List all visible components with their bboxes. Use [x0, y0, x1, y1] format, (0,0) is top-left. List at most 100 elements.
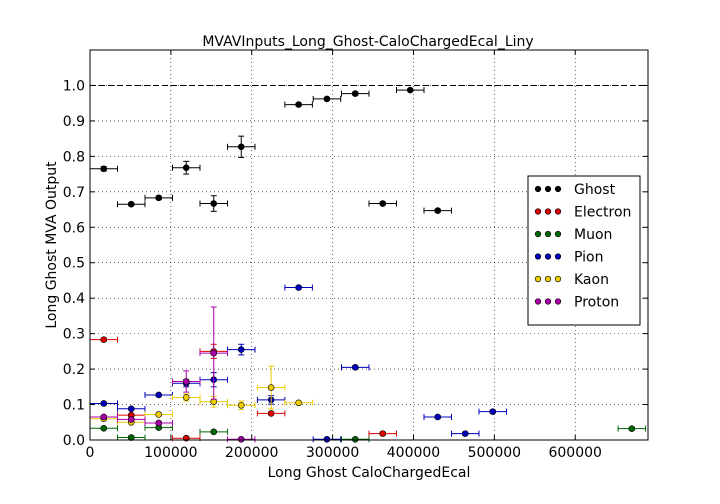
- data-point: [434, 207, 442, 214]
- data-point: [295, 284, 302, 291]
- data-points: [89, 86, 647, 443]
- data-point: [323, 95, 331, 103]
- data-point: [237, 435, 245, 443]
- data-point: [351, 90, 359, 97]
- series-pion: [89, 284, 507, 443]
- data-point: [100, 336, 108, 343]
- y-tick-label: 0.8: [63, 149, 85, 165]
- legend-marker: [534, 298, 542, 305]
- data-point: [379, 430, 387, 437]
- y-tick-label: 1.0: [63, 78, 85, 94]
- legend-marker: [554, 230, 562, 238]
- axis-ticks: 0 100000 200000 300000 400000 500000 600000 0.0…: [63, 50, 648, 461]
- y-tick-label: 0.7: [63, 185, 85, 201]
- series-ghost: [89, 86, 452, 214]
- y-tick-label: 0.6: [63, 220, 85, 236]
- x-tick-label: 300000: [306, 445, 359, 461]
- data-point: [267, 384, 275, 391]
- legend-item-muon: Muon: [534, 227, 612, 243]
- legend-marker: [534, 208, 542, 215]
- series-electron: [89, 336, 397, 442]
- data-point: [210, 200, 218, 207]
- data-point: [267, 410, 275, 417]
- data-point: [210, 349, 218, 357]
- y-tick-label: 0.4: [63, 291, 85, 307]
- data-point: [100, 413, 108, 421]
- legend-marker: [544, 208, 552, 215]
- legend-item-kaon: Kaon: [534, 272, 609, 288]
- legend-item-proton: Proton: [534, 295, 619, 311]
- series-kaon: [89, 365, 313, 426]
- data-point: [406, 86, 414, 94]
- legend-marker: [544, 298, 552, 305]
- legend-marker: [554, 185, 562, 193]
- x-tick-label: 200000: [225, 445, 278, 461]
- legend-marker: [544, 230, 552, 238]
- legend-label: Pion: [574, 250, 603, 266]
- chart-title: MVAVInputs_Long_Ghost-CaloChargedEcal_Li…: [202, 34, 533, 50]
- legend-marker: [554, 208, 562, 215]
- data-point: [127, 434, 135, 441]
- data-point: [489, 408, 497, 415]
- x-tick-label: 500000: [468, 445, 521, 461]
- data-point: [237, 143, 245, 151]
- data-point: [628, 425, 636, 432]
- series-muon: [89, 424, 647, 443]
- legend-marker: [534, 185, 542, 193]
- legend-label: Muon: [574, 227, 612, 243]
- legend-label: Proton: [574, 295, 619, 311]
- legend-item-ghost: Ghost: [534, 182, 616, 198]
- y-tick-label: 0.5: [63, 256, 85, 272]
- data-point: [295, 101, 302, 108]
- x-axis-label: Long Ghost CaloChargedEcal: [268, 465, 471, 481]
- data-point: [434, 413, 442, 421]
- data-point: [155, 194, 163, 202]
- y-tick-label: 0.1: [63, 398, 85, 414]
- y-tick-label: 0.0: [63, 433, 85, 449]
- data-point: [182, 378, 190, 385]
- data-point: [155, 391, 163, 399]
- data-point: [127, 416, 135, 423]
- data-point: [182, 394, 190, 401]
- legend-label: Electron: [574, 205, 631, 221]
- y-tick-label: 0.3: [63, 327, 85, 343]
- data-point: [100, 424, 108, 432]
- legend-marker: [544, 275, 552, 283]
- data-point: [237, 346, 245, 353]
- data-point: [127, 200, 135, 208]
- data-point: [182, 164, 190, 172]
- plot-frame: [89, 49, 649, 441]
- legend-label: Kaon: [574, 272, 609, 288]
- data-point: [100, 400, 108, 407]
- data-point: [351, 435, 359, 443]
- y-tick-label: 0.9: [63, 114, 85, 130]
- legend-marker: [554, 253, 562, 260]
- legend-label: Ghost: [574, 182, 616, 198]
- legend-marker: [534, 253, 542, 260]
- legend-marker: [554, 275, 562, 283]
- data-point: [237, 401, 245, 409]
- data-point: [127, 405, 135, 413]
- x-tick-label: 100000: [144, 445, 197, 461]
- y-tick-label: 0.2: [63, 362, 85, 378]
- data-point: [461, 430, 469, 437]
- data-point: [155, 419, 163, 427]
- data-point: [100, 165, 108, 173]
- legend-marker: [534, 275, 542, 283]
- legend-marker: [544, 185, 552, 193]
- legend: Ghost Electron Muon Pion Kaon Proton: [527, 175, 641, 326]
- data-point: [210, 428, 218, 436]
- legend-marker: [544, 253, 552, 260]
- data-point: [351, 364, 359, 371]
- legend-item-electron: Electron: [534, 205, 631, 221]
- data-point: [379, 200, 387, 207]
- x-tick-label: 400000: [387, 445, 440, 461]
- legend-marker: [554, 298, 562, 305]
- series-proton: [89, 306, 256, 443]
- data-point: [323, 435, 331, 443]
- data-point: [155, 411, 163, 418]
- x-tick-label: 600000: [548, 445, 601, 461]
- y-axis-label: Long Ghost MVA Output: [44, 161, 60, 329]
- legend-item-pion: Pion: [534, 250, 603, 266]
